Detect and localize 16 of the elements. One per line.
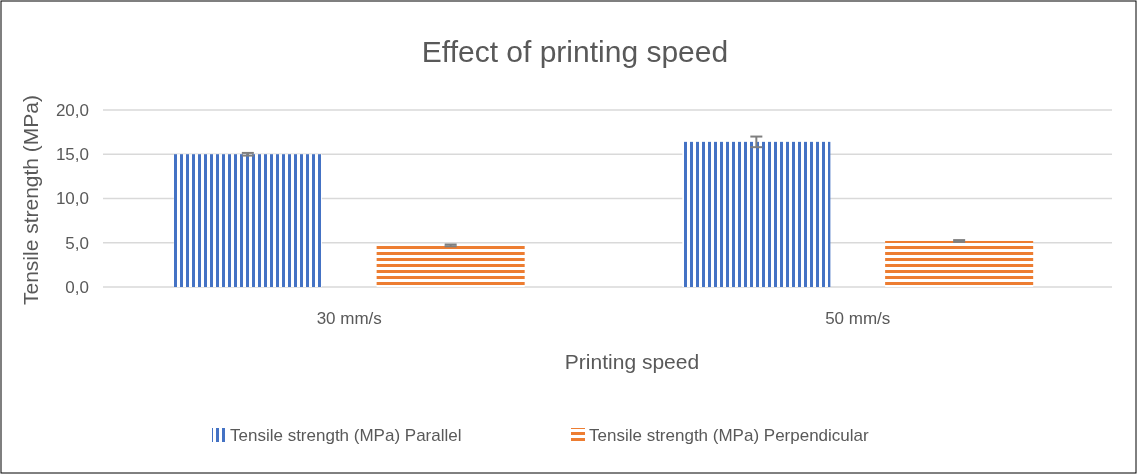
y-tick-label: 15,0 xyxy=(55,145,89,165)
legend-label: Tensile strength (MPa) Perpendicular xyxy=(589,425,870,445)
legend-label: Tensile strength (MPa) Parallel xyxy=(230,425,462,445)
bar xyxy=(682,141,831,287)
y-tick-label: 0,0 xyxy=(65,277,89,297)
y-axis-title: Tensile strength (MPa) xyxy=(19,94,42,306)
bar xyxy=(173,154,322,287)
x-tick-label: 30 mm/s xyxy=(316,309,382,328)
x-tick-label: 50 mm/s xyxy=(825,309,891,328)
y-tick-label: 5,0 xyxy=(65,233,89,253)
bar xyxy=(376,245,525,287)
bar xyxy=(885,240,1034,287)
chart-title: Effect of printing speed xyxy=(421,35,729,68)
y-tick-label: 10,0 xyxy=(55,189,89,209)
x-axis-title: Printing speed xyxy=(564,350,700,373)
y-tick-label: 20,0 xyxy=(55,100,89,120)
